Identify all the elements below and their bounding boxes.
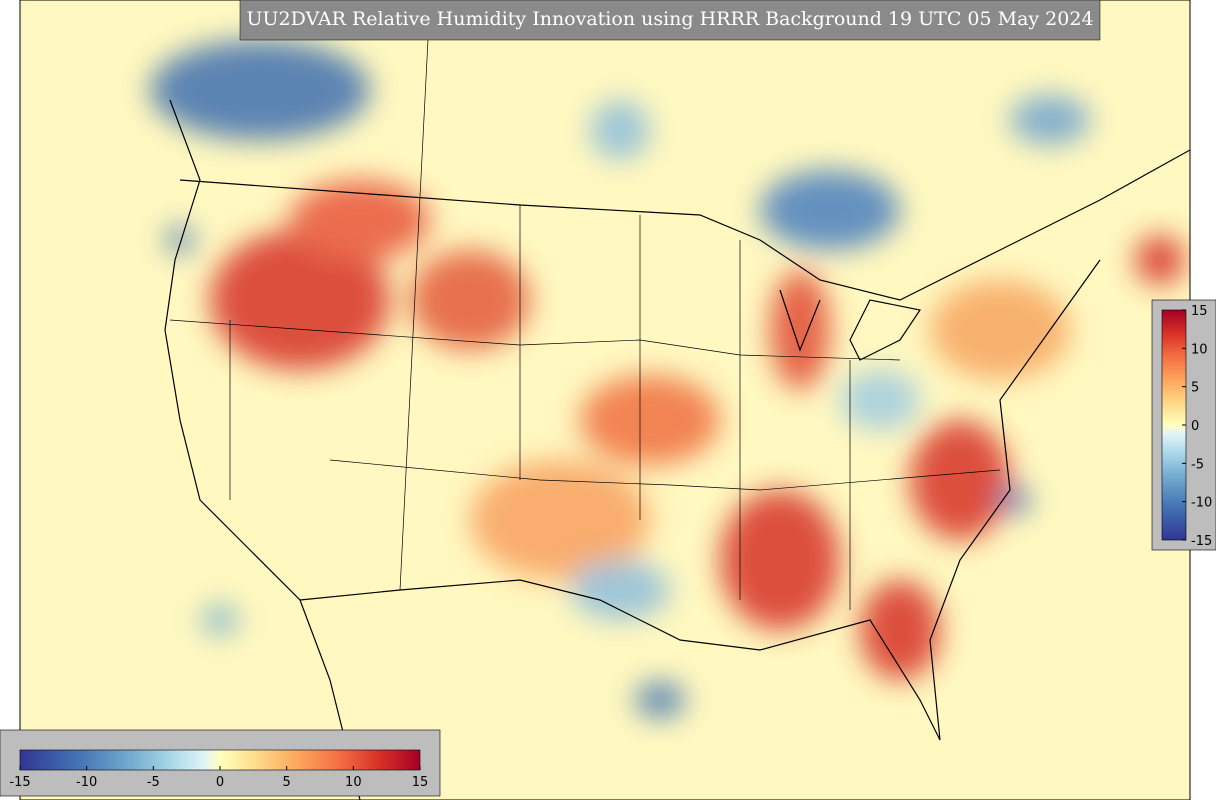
colorbar-tick-label: 10 [345, 775, 362, 790]
colorbar-tick-label: 15 [1191, 304, 1208, 319]
colorbar-tick-label: -5 [1191, 457, 1204, 472]
colorbar-tick-label: 0 [216, 775, 224, 790]
colorbar-tick-label: -5 [147, 775, 160, 790]
colorbar-ticks: 15 10 5 0 -5 -10 -15 [1182, 304, 1212, 549]
colorbar-tick-label: -10 [1191, 496, 1212, 511]
colorbar-tick-label: 5 [1191, 381, 1199, 396]
colorbar-tick-label: 5 [283, 775, 291, 790]
map-title: UU2DVAR Relative Humidity Innovation usi… [246, 8, 1093, 30]
colorbar-tick-label: -15 [9, 775, 30, 790]
colorbar-tick-label: 0 [1191, 419, 1199, 434]
colorbar-tick-label: 10 [1191, 342, 1208, 357]
map-field [20, 0, 1190, 800]
colorbar-tick-label: -10 [76, 775, 97, 790]
colorbar-ticks: -15 -10 -5 0 5 10 15 [9, 766, 428, 790]
colorbar-tick-label: -15 [1191, 534, 1212, 549]
colorbar-tick-label: 15 [412, 775, 429, 790]
title-box [239, 0, 1101, 41]
